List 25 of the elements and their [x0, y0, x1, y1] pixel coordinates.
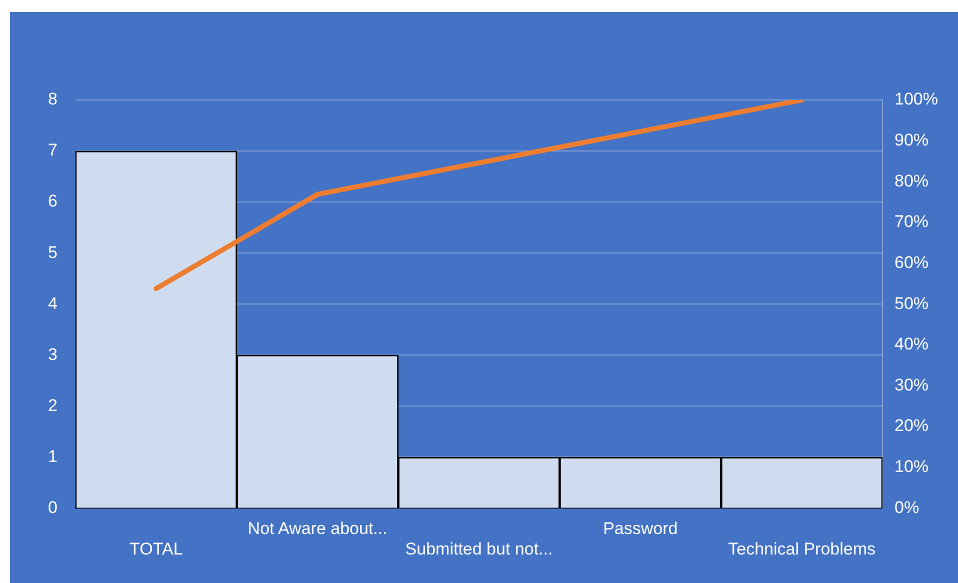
x-tick-label: Technical Problems [728, 539, 876, 558]
y2-tick-label: 90% [894, 130, 929, 150]
x-tick-label: TOTAL [130, 539, 183, 558]
y2-tick-label: 30% [894, 375, 929, 394]
x-tick-label: Not Aware about... [248, 519, 388, 538]
y2-tick-label: 70% [894, 212, 929, 232]
y-tick-label: 0 [48, 498, 58, 517]
x-tick-label: Submitted but not... [405, 539, 553, 558]
y2-tick-label: 0% [894, 498, 920, 517]
y2-tick-label: 10% [894, 457, 929, 476]
y2-tick-label: 50% [894, 294, 929, 313]
y2-tick-label: 60% [894, 252, 929, 272]
y-tick-label: 6 [48, 192, 58, 211]
y-tick-label: 8 [48, 90, 58, 109]
y2-tick-label: 100% [894, 90, 938, 109]
y2-tick-label: 80% [894, 171, 929, 190]
y-tick-label: 7 [48, 140, 58, 160]
y-tick-label: 5 [48, 242, 58, 262]
y-tick-label: 4 [48, 294, 58, 313]
x-tick-label: Password [603, 519, 678, 538]
y2-tick-label: 20% [894, 416, 929, 436]
y-tick-label: 1 [48, 446, 58, 466]
y-tick-label: 2 [48, 396, 58, 415]
y2-tick-label: 40% [894, 334, 929, 354]
y-tick-label: 3 [48, 344, 58, 364]
